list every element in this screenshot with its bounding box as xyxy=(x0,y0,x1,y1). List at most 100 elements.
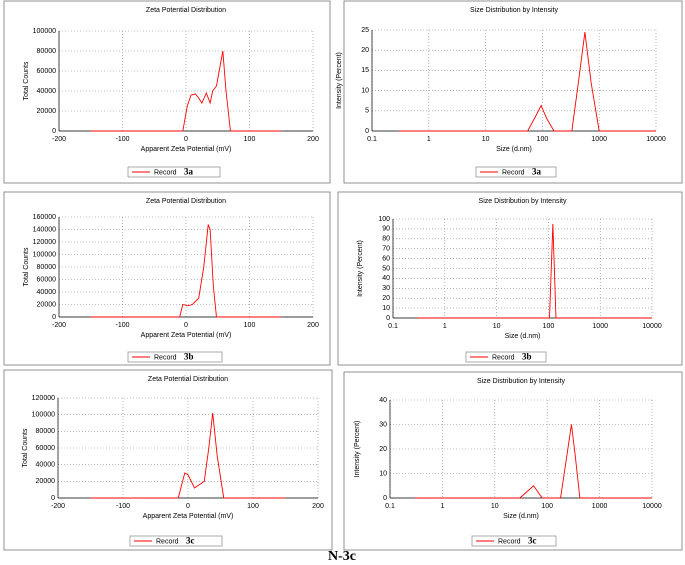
x-tick-label: 10000 xyxy=(642,503,662,510)
y-tick-label: 0 xyxy=(365,128,369,135)
y-tick-label: 10 xyxy=(382,305,390,312)
x-tick-label: 100 xyxy=(244,136,256,143)
y-tick-label: 40000 xyxy=(36,462,56,469)
chart-title: Zeta Potential Distribution xyxy=(146,7,226,14)
x-tick-label: -100 xyxy=(115,322,129,329)
x-tick-label: 10 xyxy=(493,323,501,330)
y-tick-label: 20 xyxy=(361,47,369,54)
x-tick-label: 200 xyxy=(307,322,319,329)
y-tick-label: 40 xyxy=(379,397,387,404)
x-tick-label: 0 xyxy=(184,136,188,143)
x-tick-label: 1 xyxy=(440,503,444,510)
legend-label: Record xyxy=(492,354,515,361)
y-tick-label: 0 xyxy=(52,128,56,135)
chart-title: Size Distribution by Intensity xyxy=(479,198,567,205)
panel xyxy=(343,0,683,184)
y-tick-label: 60 xyxy=(382,255,390,262)
y-tick-label: 40 xyxy=(382,275,390,282)
y-tick-label: 100000 xyxy=(33,28,56,35)
x-tick-label: 1 xyxy=(443,323,447,330)
panel xyxy=(3,369,333,551)
legend-box xyxy=(127,351,223,363)
y-tick-label: 5 xyxy=(365,108,369,115)
x-tick-label: 100 xyxy=(244,322,256,329)
annotation: 3b xyxy=(522,352,532,362)
x-tick-label: 0.1 xyxy=(367,136,377,143)
y-tick-label: 30 xyxy=(382,285,390,292)
y-axis-label: Intensity (Percent) xyxy=(336,52,343,109)
x-tick-label: 1000 xyxy=(592,323,608,330)
y-tick-label: 15 xyxy=(361,67,369,74)
y-tick-label: 0 xyxy=(51,495,55,502)
annotation: 3c xyxy=(186,536,195,546)
x-tick-label: 200 xyxy=(307,136,319,143)
y-tick-label: 160000 xyxy=(33,214,56,221)
y-tick-label: 40000 xyxy=(37,88,57,95)
y-tick-label: 20000 xyxy=(37,108,57,115)
y-tick-label: 100000 xyxy=(32,412,55,419)
y-axis-label: Intensity (Percent) xyxy=(357,240,364,297)
y-axis-label: Intensity (Percent) xyxy=(354,421,361,478)
y-tick-label: 90 xyxy=(382,226,390,233)
panel xyxy=(343,371,683,551)
y-tick-label: 120000 xyxy=(33,239,56,246)
x-tick-label: 100 xyxy=(247,503,259,510)
chart-title: Zeta Potential Distribution xyxy=(148,376,228,383)
x-axis-label: Size (d.nm) xyxy=(503,513,539,520)
legend-box xyxy=(471,535,557,547)
x-axis-label: Apparent Zeta Potential (mV) xyxy=(141,332,232,339)
x-tick-label: 0.1 xyxy=(385,503,395,510)
y-tick-label: 0 xyxy=(386,315,390,322)
x-tick-label: 1000 xyxy=(592,503,608,510)
y-tick-label: 80000 xyxy=(37,48,57,55)
y-tick-label: 120000 xyxy=(32,395,55,402)
panel xyxy=(3,0,331,184)
chart-title: Size Distribution by Intensity xyxy=(477,378,565,385)
y-tick-label: 10 xyxy=(379,470,387,477)
y-tick-label: 25 xyxy=(361,27,369,34)
data-line xyxy=(90,412,286,499)
y-axis-label: Total Counts xyxy=(23,61,30,100)
y-tick-label: 10 xyxy=(361,87,369,94)
y-tick-label: 60000 xyxy=(37,276,57,283)
data-line xyxy=(399,31,656,132)
y-tick-label: 0 xyxy=(52,314,56,321)
x-tick-label: 200 xyxy=(312,503,324,510)
legend-label: Record xyxy=(154,169,177,176)
x-tick-label: 10000 xyxy=(642,323,662,330)
y-tick-label: 30 xyxy=(379,421,387,428)
x-axis-label: Size (d.nm) xyxy=(505,333,541,340)
x-tick-label: 10 xyxy=(491,503,499,510)
x-axis-label: Apparent Zeta Potential (mV) xyxy=(141,146,232,153)
y-tick-label: 20000 xyxy=(36,478,56,485)
x-axis-label: Apparent Zeta Potential (mV) xyxy=(143,513,234,520)
y-tick-label: 0 xyxy=(383,495,387,502)
legend-box xyxy=(127,166,221,178)
legend-box xyxy=(129,535,223,547)
x-tick-label: 10000 xyxy=(646,136,666,143)
panel xyxy=(3,191,331,366)
x-axis-label: Size (d.nm) xyxy=(496,146,532,153)
y-tick-label: 80000 xyxy=(37,264,57,271)
x-tick-label: 1000 xyxy=(591,136,607,143)
x-tick-label: 1 xyxy=(427,136,431,143)
y-tick-label: 60000 xyxy=(37,68,57,75)
annotation: 3c xyxy=(528,536,537,546)
legend-label: Record xyxy=(154,354,177,361)
x-tick-label: 0.1 xyxy=(388,323,398,330)
y-tick-label: 60000 xyxy=(36,445,56,452)
annotation: 3a xyxy=(184,167,194,177)
chart-title: Size Distribution by Intensity xyxy=(470,7,558,14)
y-tick-label: 20 xyxy=(379,446,387,453)
legend-box xyxy=(465,351,547,363)
y-tick-label: 40000 xyxy=(37,289,57,296)
x-tick-label: -100 xyxy=(115,136,129,143)
caption: N-3c xyxy=(328,549,356,564)
data-line xyxy=(90,224,282,318)
x-tick-label: 100 xyxy=(541,503,553,510)
x-tick-label: 10 xyxy=(482,136,490,143)
x-tick-label: -200 xyxy=(52,136,66,143)
y-tick-label: 100000 xyxy=(33,251,56,258)
x-tick-label: -100 xyxy=(116,503,130,510)
